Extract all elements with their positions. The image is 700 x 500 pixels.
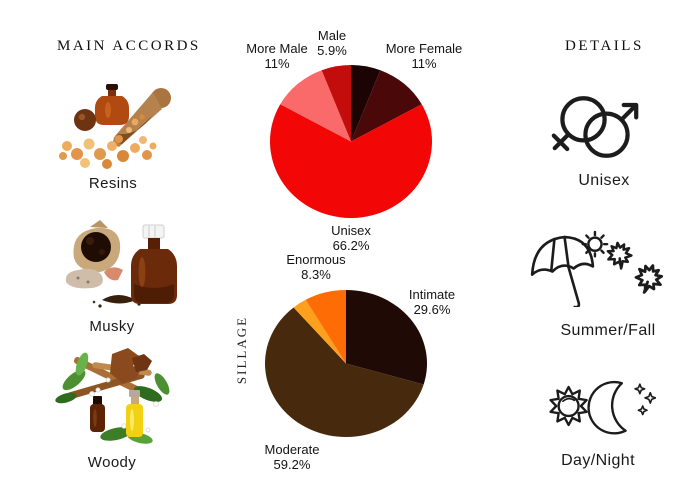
sun-and-moon-icon bbox=[549, 380, 656, 435]
sillage-label-intimate: Intimate 29.6% bbox=[409, 287, 455, 317]
male-symbol-arrow-head bbox=[621, 102, 639, 120]
pie-slice-sillage-intimate bbox=[346, 290, 427, 385]
slice-name-text: More Male bbox=[246, 41, 308, 56]
umbrella bbox=[530, 235, 595, 307]
slice-pct-text: 66.2% bbox=[332, 238, 370, 253]
wooden-scoop bbox=[113, 88, 171, 147]
amber-chunk bbox=[104, 267, 123, 281]
sun-icon bbox=[581, 230, 609, 258]
pie-slice-sillage-enormous bbox=[305, 290, 346, 364]
slice-name-text: Unisex bbox=[331, 223, 371, 238]
slice-name-text: Moderate bbox=[264, 442, 320, 457]
slice-name-text: Enormous bbox=[286, 252, 346, 267]
star-sparkles-icon bbox=[634, 383, 656, 416]
pie-slice-gender-male bbox=[351, 65, 381, 142]
resins-image bbox=[59, 84, 171, 169]
accord-label-woody: Woody bbox=[87, 454, 137, 471]
crescent-moon-icon bbox=[587, 380, 627, 435]
slice-pct-text: 11% bbox=[411, 56, 437, 71]
slice-pct-text: 5.9% bbox=[317, 43, 347, 58]
slice-pct-text: 59.2% bbox=[273, 457, 311, 472]
gender-label-more-male: More Male 11% bbox=[246, 41, 307, 71]
woody-image bbox=[55, 348, 170, 444]
pie-slice-gender-more-male bbox=[280, 70, 351, 142]
pie-slice-sillage-moderate bbox=[265, 307, 424, 437]
musk-rock bbox=[65, 268, 103, 289]
musky-image bbox=[65, 220, 177, 308]
slice-pct-text: 11% bbox=[264, 56, 290, 71]
brown-glass-bottle bbox=[131, 224, 177, 304]
main-accords-header: MAIN ACCORDS bbox=[57, 38, 201, 54]
slice-name-text: More Female bbox=[385, 41, 463, 56]
slice-pct-text: 8.3% bbox=[301, 267, 331, 282]
scalloped-sun-icon bbox=[549, 385, 588, 427]
sillage-axis-label: SILLAGE bbox=[234, 315, 249, 385]
yellow-oil-bottle bbox=[126, 390, 143, 437]
gender-label-unisex: Unisex 66.2% bbox=[331, 223, 371, 253]
resin-ball bbox=[74, 109, 96, 131]
wood-chunks bbox=[110, 348, 152, 383]
pie-slice-gender-more-female bbox=[351, 70, 422, 142]
resin-pieces bbox=[59, 135, 157, 169]
pie-slice-gender-4 bbox=[321, 65, 351, 142]
slice-name-text: Male bbox=[317, 28, 347, 43]
sillage-label-enormous: Enormous 8.3% bbox=[286, 252, 345, 282]
dark-oil-bottle bbox=[90, 396, 105, 432]
male-symbol-arrow-shaft bbox=[619, 103, 638, 122]
umbrella-sun-maple-leaves-icon bbox=[530, 230, 667, 307]
accord-label-resins: Resins bbox=[88, 175, 138, 192]
sillage-label-moderate: Moderate 59.2% bbox=[265, 442, 320, 472]
slice-pct-text: 29.6% bbox=[413, 302, 451, 317]
maple-leaf-icon bbox=[605, 239, 635, 272]
pie-slice-sillage-2 bbox=[293, 299, 346, 364]
blossoms bbox=[89, 377, 159, 433]
gender-pie-chart bbox=[270, 65, 432, 218]
detail-label-unisex: Unisex bbox=[578, 172, 630, 189]
female-symbol-crossbar bbox=[551, 133, 570, 152]
unisex-gender-icon bbox=[551, 96, 639, 158]
maple-leaf-icon bbox=[631, 260, 667, 298]
details-header: DETAILS bbox=[565, 38, 644, 54]
burlap-pouch bbox=[73, 220, 121, 272]
detail-label-day-night: Day/Night bbox=[561, 452, 635, 469]
leaves bbox=[55, 352, 170, 444]
detail-label-summer-fall: Summer/Fall bbox=[560, 322, 656, 339]
gender-label-more-female: More Female 11% bbox=[386, 41, 463, 71]
female-symbol-circle bbox=[560, 96, 607, 143]
accord-label-musky: Musky bbox=[89, 318, 135, 335]
male-symbol-circle bbox=[583, 111, 630, 158]
pie-slice-gender-unisex bbox=[270, 104, 432, 218]
gender-label-male: Male 5.9% bbox=[317, 28, 347, 58]
sillage-pie-chart bbox=[265, 290, 427, 437]
slice-name-text: Intimate bbox=[408, 287, 456, 302]
amber-bottle bbox=[95, 84, 129, 125]
